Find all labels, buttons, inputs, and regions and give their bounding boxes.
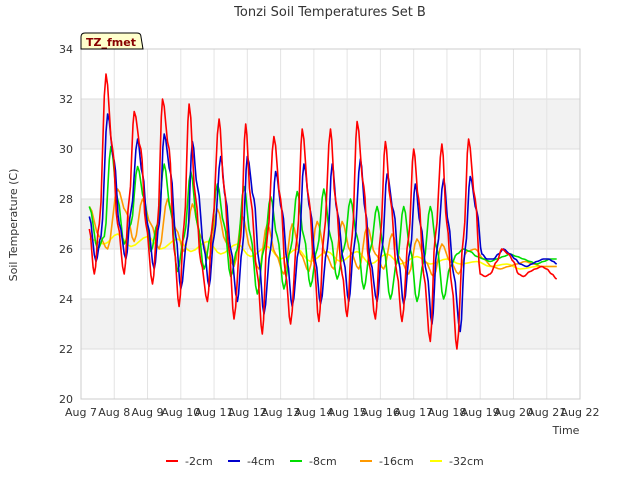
y-tick-label: 22 (59, 343, 73, 356)
y-tick-label: 32 (59, 93, 73, 106)
annotation-box-shape (80, 32, 144, 50)
y-axis-label: Soil Temperature (C) (7, 169, 20, 282)
y-tick-label: 28 (59, 193, 73, 206)
x-tick-label: Aug 10 (161, 406, 200, 419)
y-tick-label: 26 (59, 243, 73, 256)
legend-label: -2cm (185, 455, 213, 468)
x-tick-label: Aug 7 (65, 406, 97, 419)
background-band (81, 299, 580, 349)
x-tick-label: Aug 12 (228, 406, 267, 419)
y-tick-label: 30 (59, 143, 73, 156)
x-tick-label: Aug 13 (261, 406, 300, 419)
x-tick-label: Aug 16 (361, 406, 400, 419)
y-tick-label: 20 (59, 393, 73, 406)
x-tick-label: Aug 17 (394, 406, 433, 419)
y-tick-label: 24 (59, 293, 73, 306)
background-band (81, 99, 580, 149)
x-tick-label: Aug 22 (561, 406, 600, 419)
x-tick-label: Aug 9 (132, 406, 164, 419)
legend-label: -8cm (309, 455, 337, 468)
legend-label: -16cm (379, 455, 414, 468)
x-tick-label: Aug 19 (461, 406, 500, 419)
x-tick-label: Aug 18 (427, 406, 466, 419)
legend: -2cm -4cm -8cm -16cm -32cm (166, 455, 484, 468)
annotation-box: TZ_fmet (80, 32, 144, 50)
chart-title: Tonzi Soil Temperatures Set B (233, 5, 426, 20)
series-line-minus-2cm (88, 73, 558, 350)
x-tick-label: Aug 15 (328, 406, 367, 419)
plot-frame (80, 48, 581, 400)
x-tick-label: Aug 21 (527, 406, 566, 419)
x-tick-label: Aug 20 (494, 406, 533, 419)
annotation-label: TZ_fmet (86, 36, 136, 49)
legend-label: -32cm (449, 455, 484, 468)
x-tick-label: Aug 11 (195, 406, 234, 419)
y-tick-label: 34 (59, 43, 73, 56)
background-band (81, 199, 580, 249)
x-axis-label: Time (552, 424, 580, 437)
x-tick-label: Aug 14 (294, 406, 333, 419)
legend-label: -4cm (247, 455, 275, 468)
x-tick-label: Aug 8 (98, 406, 130, 419)
